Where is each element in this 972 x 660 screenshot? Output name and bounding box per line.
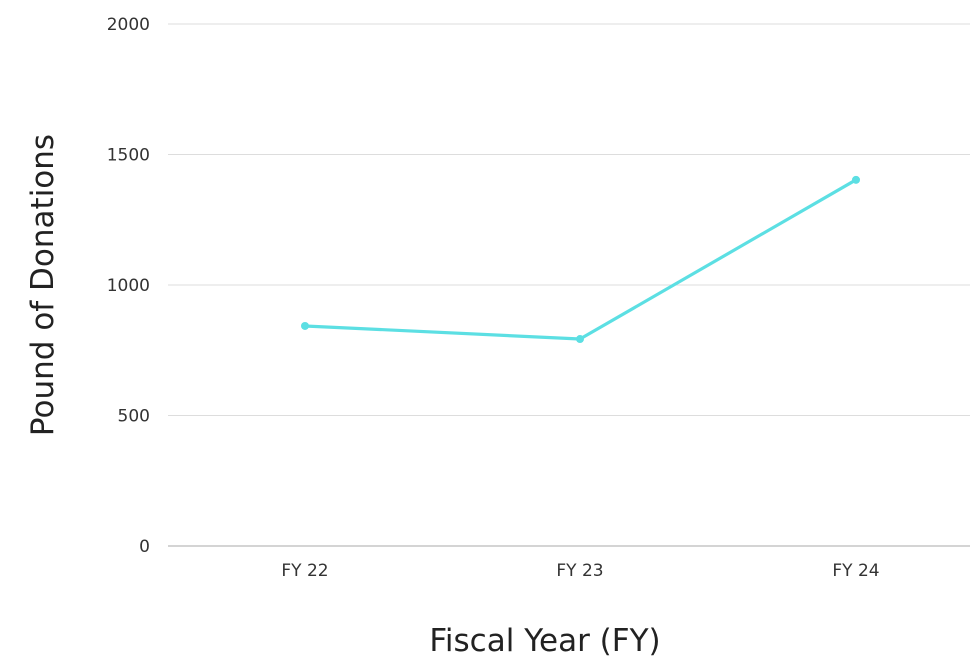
gridlines xyxy=(168,23,970,547)
data-point xyxy=(576,335,584,344)
y-tick-label: 1000 xyxy=(107,276,150,296)
y-axis-ticks: 0 500 1000 1500 2000 xyxy=(107,15,150,557)
y-tick-label: 500 xyxy=(118,407,150,427)
y-tick-label: 0 xyxy=(139,537,150,557)
y-tick-label: 1500 xyxy=(107,146,150,166)
x-axis-ticks: FY 22 FY 23 FY 24 xyxy=(281,561,879,581)
data-point xyxy=(301,321,309,330)
y-axis-title: Pound of Donations xyxy=(25,134,61,436)
x-tick-label: FY 22 xyxy=(281,561,328,581)
y-tick-label: 2000 xyxy=(107,15,150,35)
series-line xyxy=(303,178,858,341)
series-layer xyxy=(301,175,860,344)
x-tick-label: FY 24 xyxy=(832,561,879,581)
x-axis-title: Fiscal Year (FY) xyxy=(429,623,660,659)
x-tick-label: FY 23 xyxy=(556,561,603,581)
data-point xyxy=(852,175,860,184)
